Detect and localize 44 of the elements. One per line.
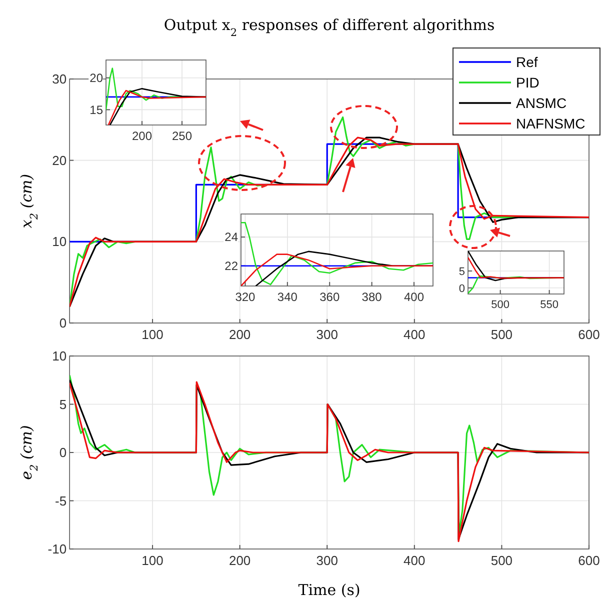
x-tick-label: 100 <box>142 553 164 568</box>
y-tick-label: 15 <box>90 102 104 117</box>
y-tick-label: 30 <box>52 72 67 87</box>
legend-label: NAFNSMC <box>516 115 586 132</box>
x-tick-label: 200 <box>228 327 251 342</box>
x-tick-label: 100 <box>142 327 164 342</box>
x-tick-label: 600 <box>578 327 600 342</box>
x-tick-label: 500 <box>491 299 510 311</box>
x-tick-label: 400 <box>404 327 426 342</box>
y-tick-label: 0 <box>458 282 465 295</box>
x-tick-label: 500 <box>490 327 513 342</box>
y-tick-label: 20 <box>52 152 67 168</box>
line-series <box>241 222 433 286</box>
x-tick-label: 300 <box>316 553 338 568</box>
y-tick-label: 20 <box>90 71 104 86</box>
chart-title: Output x$_{2}$ responses of different algorithms <box>164 16 495 39</box>
x-tick-label: 500 <box>490 553 513 568</box>
x-tick-label: 200 <box>228 553 251 568</box>
x-tick-label: 300 <box>316 327 338 342</box>
legend-label: Ref <box>516 54 538 70</box>
x-tick-label: 340 <box>277 290 298 304</box>
x-tick-label: 320 <box>235 290 256 304</box>
x-tick-label: 400 <box>404 290 424 304</box>
legend-label: PID <box>516 74 540 90</box>
y-tick-label: 5 <box>59 396 67 412</box>
y-tick-label: -10 <box>48 542 67 557</box>
legend-label: ANSMC <box>516 94 567 111</box>
x-tick-label: 400 <box>404 553 426 568</box>
x-tick-label: 250 <box>172 129 192 143</box>
x-axis-title: Time (s) <box>298 581 360 599</box>
y-tick-label: 10 <box>52 348 67 364</box>
x-tick-label: 360 <box>320 290 340 304</box>
x-tick-label: 380 <box>362 290 382 304</box>
line-series <box>468 256 564 279</box>
y-tick-label: 0 <box>59 445 67 460</box>
y-tick-label: 0 <box>59 316 67 331</box>
x-tick-label: 200 <box>132 129 152 143</box>
y-tick-label: -5 <box>55 493 67 508</box>
y-tick-label: 5 <box>458 266 465 278</box>
y-tick-label: 24 <box>224 230 238 244</box>
x-tick-label: 600 <box>578 553 600 568</box>
x-tick-label: 550 <box>540 299 558 311</box>
y-tick-label: 10 <box>52 234 67 250</box>
y-tick-label: 22 <box>224 259 238 274</box>
